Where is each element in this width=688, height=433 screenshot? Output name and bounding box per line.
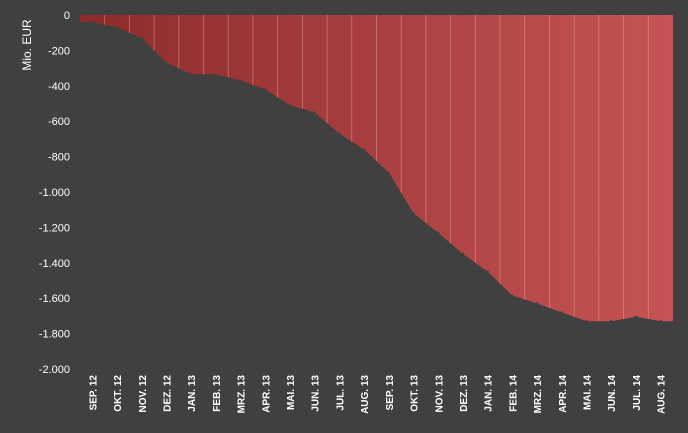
x-tick-label: DEZ. 13 (459, 375, 470, 412)
data-point (338, 132, 341, 135)
y-tick-label: 0 (64, 10, 70, 22)
data-point (412, 212, 415, 215)
x-tick-label: MAI. 13 (286, 375, 297, 410)
y-tick-label: -1.800 (39, 329, 70, 341)
x-tick-label: NOV. 12 (138, 375, 149, 413)
x-tick-label: FEB. 14 (508, 375, 519, 412)
y-tick-label: -1.000 (39, 187, 70, 199)
plot-area (80, 15, 673, 323)
data-point (239, 79, 242, 82)
x-tick-label: JUL. 13 (335, 375, 346, 411)
data-point (560, 311, 564, 314)
y-axis-ticks: 0 -200 -400 -600 -800 -1.000 -1.200 -1.400 -1.60… (39, 10, 70, 376)
x-tick-label: JAN. 13 (187, 375, 198, 412)
x-tick-label: APR. 13 (261, 375, 272, 413)
x-tick-label: MAI. 14 (583, 375, 594, 410)
y-tick-label: -600 (48, 116, 70, 128)
data-point (165, 61, 168, 64)
y-tick-label: -1.600 (39, 293, 70, 305)
x-tick-label: OKT. 13 (410, 375, 421, 412)
x-tick-label: AUG. 13 (360, 375, 371, 414)
y-tick-label: -2.000 (39, 364, 70, 376)
data-point (511, 294, 514, 297)
y-tick-label: -800 (48, 152, 70, 164)
data-point (387, 171, 391, 174)
data-point (313, 111, 316, 114)
data-point (461, 252, 465, 256)
x-tick-label: AUG. 14 (657, 375, 668, 414)
x-tick-label: APR. 14 (558, 375, 569, 413)
data-point (437, 231, 440, 234)
y-axis-title: Mio. EUR (20, 19, 34, 71)
x-axis-ticks: SEP. 12 OKT. 12 NOV. 12 DEZ. 12 JAN. 13 FEB. … (88, 375, 667, 414)
data-point (634, 315, 638, 318)
data-point (115, 26, 119, 29)
data-point (486, 270, 489, 273)
data-point (288, 104, 292, 107)
x-tick-label: FEB. 13 (212, 375, 223, 412)
y-tick-label: -1.400 (39, 258, 70, 270)
x-tick-label: SEP. 12 (88, 375, 99, 411)
y-tick-label: -400 (48, 81, 70, 93)
x-tick-label: OKT. 12 (113, 375, 124, 412)
data-point (264, 88, 267, 91)
x-tick-label: NOV. 13 (434, 375, 445, 413)
x-tick-label: MRZ. 13 (237, 375, 248, 414)
y-tick-label: -1.200 (39, 222, 70, 234)
x-tick-label: JUN. 14 (607, 375, 618, 412)
data-point (140, 36, 143, 40)
data-point (214, 73, 218, 76)
data-point (610, 320, 613, 323)
data-point (535, 302, 539, 305)
x-tick-label: JUN. 13 (311, 375, 322, 412)
data-point (659, 320, 662, 323)
y-tick-label: -200 (48, 45, 70, 57)
x-tick-label: SEP. 13 (385, 375, 396, 411)
x-tick-label: JUL. 14 (632, 375, 643, 411)
data-point (362, 148, 366, 151)
x-tick-label: DEZ. 12 (162, 375, 173, 412)
data-point (585, 320, 588, 323)
x-tick-label: MRZ. 14 (533, 375, 544, 414)
data-point (91, 20, 94, 24)
x-tick-label: JAN. 14 (484, 375, 495, 412)
data-point (189, 73, 193, 76)
